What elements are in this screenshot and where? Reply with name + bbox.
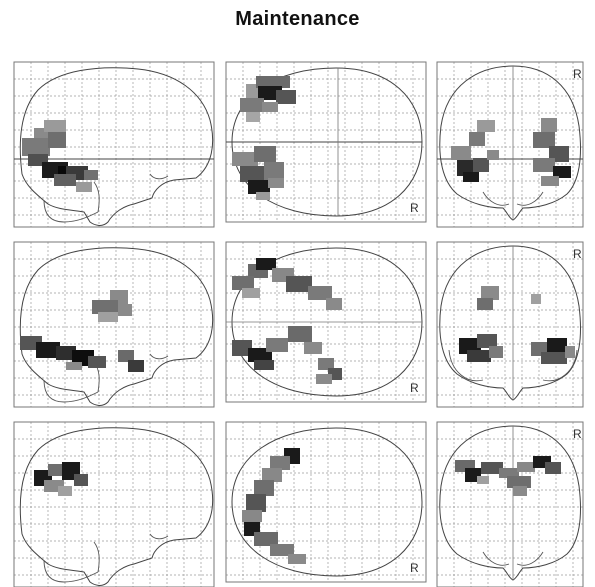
transverse-view-row-2: R	[225, 241, 427, 403]
svg-text:R: R	[410, 561, 419, 575]
sagittal-view-row-1	[13, 61, 215, 228]
panel-frame	[225, 421, 427, 583]
svg-text:R: R	[573, 247, 582, 261]
svg-text:R: R	[410, 381, 419, 395]
panel-frame	[13, 421, 215, 587]
brain-outline-coronal	[439, 65, 581, 221]
panel-frame	[436, 61, 584, 228]
svg-text:R: R	[573, 67, 582, 81]
panel-frame	[436, 241, 584, 408]
coronal-view-row-2: R	[436, 241, 584, 408]
sagittal-view-row-2	[13, 241, 215, 408]
transverse-view-row-3: R	[225, 421, 427, 583]
activation-blobs	[22, 120, 98, 192]
coronal-view-row-3: R	[436, 421, 584, 587]
panel-frame	[13, 61, 215, 228]
panel-frame	[436, 421, 584, 587]
svg-text:R: R	[573, 427, 582, 441]
transverse-view-row-1: R	[225, 61, 427, 223]
panel-frame	[13, 241, 215, 408]
sagittal-view-row-3	[13, 421, 215, 587]
grid	[13, 61, 215, 228]
coronal-view-row-1: R	[436, 61, 584, 228]
side-label-r: R	[410, 201, 419, 215]
figure-title: Maintenance	[235, 8, 360, 30]
brain-outline-sagittal	[19, 67, 214, 226]
